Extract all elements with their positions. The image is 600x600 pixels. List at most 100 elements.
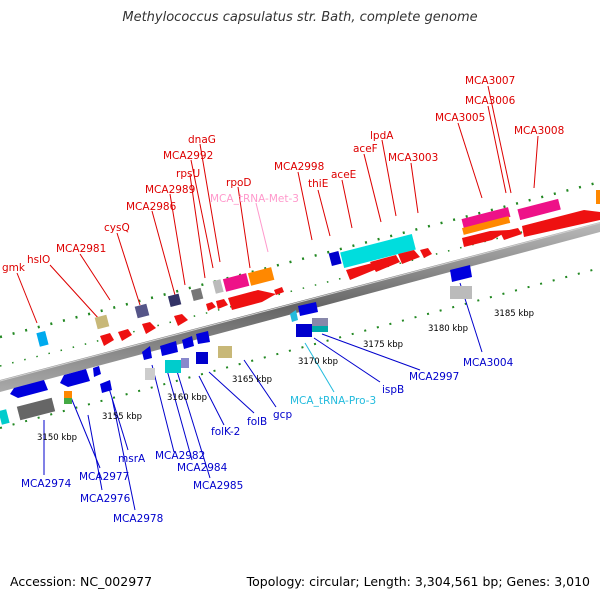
label-tRNA-Pro-3: MCA_tRNA-Pro-3 — [290, 395, 376, 407]
gene-MCA2984 — [160, 341, 178, 356]
label-rpoD: rpoD — [226, 177, 252, 189]
gene-MCA3008-1 — [517, 198, 561, 221]
gene-MCA2989 — [167, 293, 182, 308]
label-MCA2997: MCA2997 — [409, 371, 459, 383]
pos-3160: 3160 kbp — [167, 393, 207, 403]
pos-3180: 3180 kbp — [428, 324, 468, 334]
label-msrA: msrA — [118, 453, 146, 465]
gene-aceF — [370, 255, 400, 272]
genome-title: Methylococcus capsulatus str. Bath, comp… — [122, 10, 478, 25]
gene-gcp — [218, 346, 232, 358]
forward-gene-labels: gmk hslO MCA2981 cysQ MCA2986 MCA2989 rp… — [2, 75, 564, 274]
label-rpsU: rpsU — [176, 168, 200, 180]
gene-msrA — [93, 366, 101, 377]
pos-3150: 3150 kbp — [37, 433, 77, 443]
gene-tRNA-Pro — [290, 310, 298, 322]
accession-label: Accession: NC_002977 — [10, 574, 153, 589]
gene-cysQ — [134, 303, 150, 319]
label-MCA2998: MCA2998 — [274, 161, 324, 173]
gene-folK2 — [182, 336, 194, 349]
gene-ispB — [296, 324, 312, 337]
label-MCA2974: MCA2974 — [21, 478, 72, 490]
gene-rpoD-arrow — [228, 290, 276, 310]
gene-thiE — [328, 250, 342, 267]
label-aceF: aceF — [353, 143, 378, 155]
label-MCA2981: MCA2981 — [56, 243, 106, 255]
label-dnaG: dnaG — [188, 134, 216, 146]
label-thiE: thiE — [308, 178, 328, 190]
gene-MCA2997 — [312, 318, 328, 326]
gene-MCA2985b — [181, 358, 189, 368]
gene-rpsU — [174, 314, 188, 326]
gene-MCA2992 — [190, 287, 204, 302]
gene-MCA2981b — [118, 329, 132, 341]
reverse-features — [0, 265, 472, 425]
gene-rpoD-1 — [212, 279, 224, 294]
reverse-gene-labels: MCA2974 MCA2977 MCA2976 msrA MCA2978 MCA… — [21, 357, 514, 525]
gene-MCA2976b — [64, 398, 72, 404]
gene-edge-orange — [596, 190, 600, 204]
gene-MCA2981 — [100, 333, 114, 346]
gene-MCA2997b — [312, 326, 328, 332]
label-tRNA-Met-3: MCA_tRNA-Met-3 — [210, 193, 299, 205]
gene-MCA2997c — [298, 302, 318, 316]
label-gcp: gcp — [273, 409, 292, 421]
gene-MCA2976 — [64, 391, 72, 398]
gene-MCA2986 — [142, 322, 156, 334]
label-MCA3005: MCA3005 — [435, 112, 485, 124]
gene-MCA2978 — [100, 380, 112, 393]
gene-lpdA — [398, 250, 420, 264]
label-ispB: ispB — [382, 384, 404, 396]
gene-dnaG-b — [216, 299, 228, 309]
label-MCA2992: MCA2992 — [163, 150, 213, 162]
label-MCA3004: MCA3004 — [463, 357, 514, 369]
gene-gmk — [36, 330, 49, 347]
label-MCA3006: MCA3006 — [465, 95, 516, 107]
label-MCA3003: MCA3003 — [388, 152, 438, 164]
label-folK-2: folK-2 — [211, 426, 240, 438]
label-lpdA: lpdA — [370, 130, 394, 142]
gene-gcp-b — [196, 331, 210, 344]
gene-MCA3003 — [420, 248, 432, 258]
label-MCA2976: MCA2976 — [80, 493, 131, 505]
pos-3155: 3155 kbp — [102, 412, 142, 422]
label-MCA3008: MCA3008 — [514, 125, 564, 137]
gene-aceE — [340, 233, 416, 269]
gene-MCA3007 — [500, 228, 522, 240]
pos-3175: 3175 kbp — [363, 340, 403, 350]
gene-MCA2982 — [145, 368, 155, 380]
label-gmk: gmk — [2, 262, 26, 274]
gene-MCA3008-arrow — [522, 210, 600, 237]
gene-MCA2985 — [165, 360, 181, 373]
gene-MCA3004-gray — [450, 286, 472, 299]
gene-MCA3006 — [462, 230, 510, 247]
gene-MCA2977 — [60, 369, 90, 387]
gene-MCA2974-gray — [16, 397, 56, 421]
pos-3185: 3185 kbp — [494, 309, 534, 319]
gene-rpoD-2 — [222, 273, 250, 292]
label-aceE: aceE — [331, 169, 356, 181]
gene-MCA2982b — [142, 346, 152, 360]
gene-MCA2998 — [274, 287, 284, 295]
gene-MCA2974-blue — [10, 380, 48, 398]
pos-3170: 3170 kbp — [298, 357, 338, 367]
pos-3165: 3165 kbp — [232, 375, 272, 385]
label-cysQ: cysQ — [104, 222, 130, 234]
gene-MCA3004 — [450, 265, 472, 282]
forward-features — [36, 190, 600, 347]
label-MCA2984: MCA2984 — [177, 462, 228, 474]
label-MCA2989: MCA2989 — [145, 184, 195, 196]
label-MCA2982: MCA2982 — [155, 450, 205, 462]
label-MCA2986: MCA2986 — [126, 201, 177, 213]
gene-MCA3005-1 — [461, 207, 511, 229]
gene-MCA3005-2 — [462, 216, 511, 235]
gene-rpoD-3 — [247, 267, 275, 286]
genome-summary-label: Topology: circular; Length: 3,304,561 bp… — [246, 574, 590, 589]
label-hslO: hslO — [27, 254, 50, 266]
label-folB: folB — [247, 416, 267, 428]
label-MCA3007: MCA3007 — [465, 75, 515, 87]
gene-hslO — [94, 314, 110, 330]
label-MCA2977: MCA2977 — [79, 471, 129, 483]
gene-folB — [196, 352, 208, 364]
